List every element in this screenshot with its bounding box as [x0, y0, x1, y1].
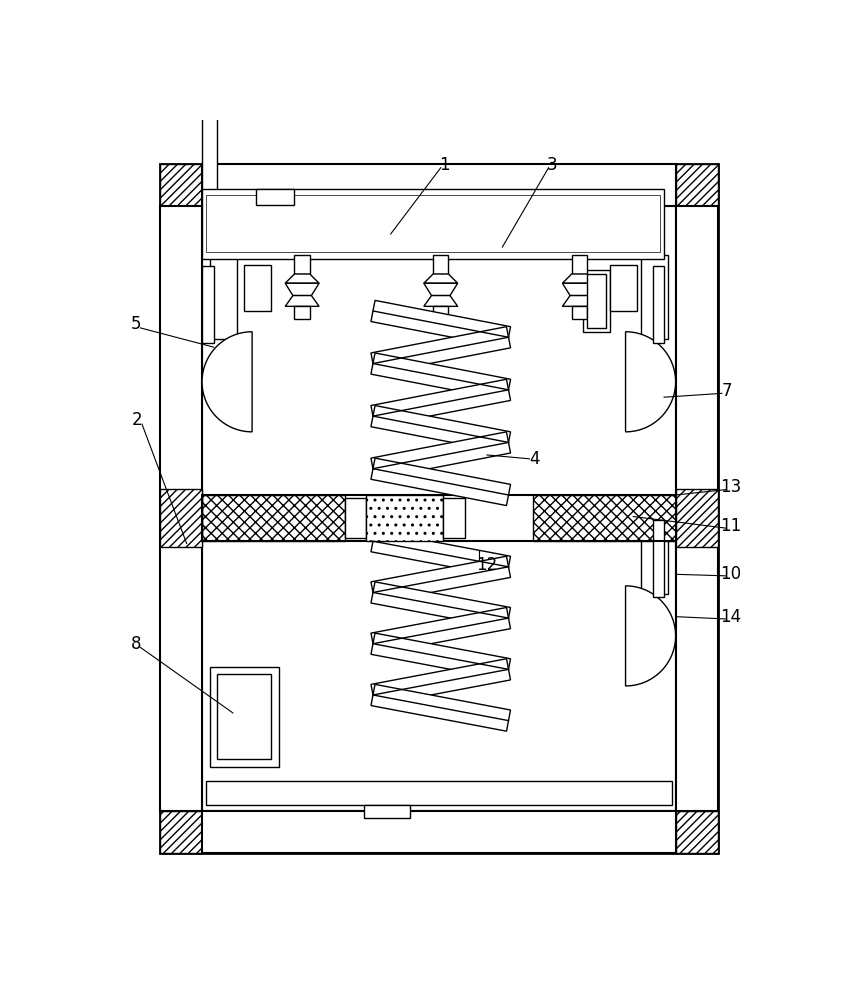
Bar: [641, 509, 668, 594]
Text: 8: 8: [131, 635, 141, 653]
Polygon shape: [676, 164, 718, 206]
Bar: [653, 266, 664, 343]
Polygon shape: [160, 164, 202, 206]
Bar: [572, 306, 587, 319]
Bar: [202, 164, 676, 206]
Bar: [202, 495, 345, 541]
Polygon shape: [202, 332, 252, 432]
Text: 7: 7: [722, 382, 733, 400]
Bar: [572, 255, 587, 274]
Text: 3: 3: [547, 156, 558, 174]
Polygon shape: [371, 300, 511, 348]
Polygon shape: [371, 684, 511, 731]
Polygon shape: [562, 274, 596, 283]
Polygon shape: [371, 406, 511, 453]
Polygon shape: [371, 659, 511, 706]
Text: 1: 1: [439, 156, 450, 174]
Bar: [641, 255, 668, 339]
Polygon shape: [676, 811, 718, 853]
Polygon shape: [562, 296, 596, 306]
Bar: [244, 265, 272, 311]
Bar: [433, 255, 448, 274]
Bar: [587, 274, 606, 328]
Bar: [202, 266, 213, 343]
Bar: [533, 495, 676, 541]
Polygon shape: [371, 531, 511, 577]
Bar: [443, 498, 464, 538]
Polygon shape: [625, 332, 676, 432]
Text: 11: 11: [721, 517, 741, 535]
Polygon shape: [371, 327, 511, 374]
Polygon shape: [286, 296, 319, 306]
Bar: [676, 206, 718, 811]
Bar: [653, 520, 664, 597]
Polygon shape: [371, 458, 511, 506]
Polygon shape: [371, 353, 511, 400]
Bar: [218, 674, 272, 759]
Bar: [160, 206, 202, 811]
Polygon shape: [371, 379, 511, 427]
Text: 2: 2: [132, 411, 143, 429]
Bar: [210, 667, 279, 767]
Polygon shape: [562, 283, 596, 296]
Polygon shape: [371, 432, 511, 479]
Bar: [206, 195, 660, 252]
Text: 14: 14: [721, 608, 741, 626]
Bar: [610, 265, 637, 311]
Polygon shape: [424, 296, 458, 306]
Polygon shape: [371, 633, 511, 680]
Bar: [210, 255, 237, 339]
Bar: [202, 206, 676, 811]
Bar: [294, 255, 310, 274]
Bar: [202, 0, 218, 245]
Polygon shape: [371, 607, 511, 654]
Bar: [294, 306, 310, 319]
Bar: [206, 781, 672, 805]
Text: 13: 13: [721, 478, 741, 496]
Bar: [345, 498, 366, 538]
Bar: [364, 805, 410, 818]
Text: 12: 12: [476, 556, 498, 574]
Text: 4: 4: [530, 450, 540, 468]
Bar: [433, 306, 448, 319]
Bar: [256, 189, 294, 205]
Bar: [202, 189, 664, 259]
Polygon shape: [286, 274, 319, 283]
Polygon shape: [286, 283, 319, 296]
Polygon shape: [424, 274, 458, 283]
Text: 5: 5: [131, 315, 141, 333]
Bar: [160, 489, 202, 547]
Text: 10: 10: [721, 565, 741, 583]
Bar: [366, 495, 443, 541]
Polygon shape: [371, 556, 511, 603]
Bar: [160, 164, 718, 853]
Bar: [676, 489, 718, 547]
Bar: [202, 495, 676, 541]
Polygon shape: [160, 811, 202, 853]
Bar: [583, 270, 610, 332]
Bar: [202, 811, 676, 853]
Polygon shape: [371, 582, 511, 629]
Polygon shape: [625, 586, 676, 686]
Polygon shape: [424, 283, 458, 296]
